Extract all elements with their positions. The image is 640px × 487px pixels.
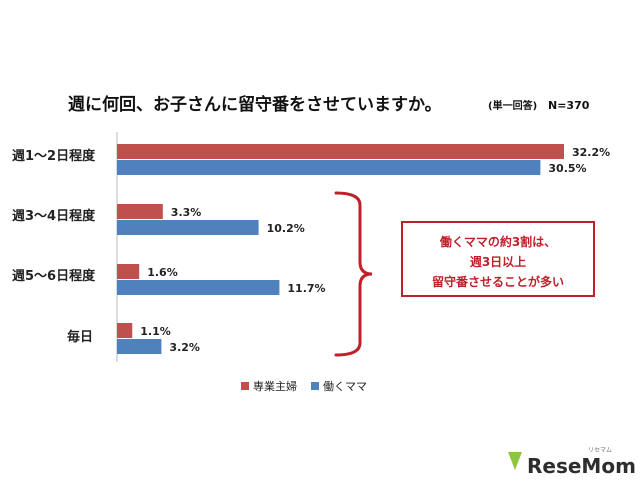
resemom-logo: ReseMom リセマム xyxy=(508,447,636,478)
bar-homemaker-weekly-5-6 xyxy=(117,264,140,279)
legend-label-working: 働くママ xyxy=(323,380,367,393)
legend-label-homemaker: 専業主婦 xyxy=(253,379,297,393)
annotation-box xyxy=(401,221,595,297)
bar-working-weekly-1-2 xyxy=(117,160,541,175)
chart-title-note: (単一回答) xyxy=(488,99,537,112)
chart-title: 週に何回、お子さんに留守番をさせていますか。 xyxy=(68,94,442,115)
legend-swatch-homemaker xyxy=(241,382,249,390)
data-label-working-weekly-5-6: 11.7% xyxy=(287,282,325,295)
data-label-homemaker-weekly-3-4: 3.3% xyxy=(171,206,202,219)
bar-working-weekly-5-6 xyxy=(117,280,280,295)
data-label-working-weekly-3-4: 10.2% xyxy=(267,222,305,235)
bar-homemaker-weekly-3-4 xyxy=(117,204,163,219)
data-label-working-weekly-1-2: 30.5% xyxy=(548,162,586,175)
annotation-line-1: 働くママの約3割は、 xyxy=(439,234,556,249)
bar-homemaker-weekly-1-2 xyxy=(117,144,564,159)
logo-small-text: リセマム xyxy=(588,447,612,454)
bar-homemaker-daily xyxy=(117,323,133,338)
category-label-3: 週5～6日程度 xyxy=(12,268,96,284)
sample-size: N=370 xyxy=(548,99,590,112)
category-label-1: 週1～2日程度 xyxy=(12,148,96,164)
data-label-homemaker-daily: 1.1% xyxy=(140,325,171,338)
category-label-4: 毎日 xyxy=(67,329,93,345)
logo-text: ReseMom xyxy=(527,454,636,478)
data-label-homemaker-weekly-5-6: 1.6% xyxy=(147,266,178,279)
bar-working-daily xyxy=(117,339,162,354)
data-label-working-daily: 3.2% xyxy=(169,341,200,354)
annotation-line-2: 週3日以上 xyxy=(470,254,526,269)
data-label-homemaker-weekly-1-2: 32.2% xyxy=(572,146,610,159)
legend-swatch-working xyxy=(311,382,319,390)
bar-working-weekly-3-4 xyxy=(117,220,259,235)
annotation-brace xyxy=(334,191,373,357)
annotation-line-3: 留守番させることが多い xyxy=(432,274,564,289)
logo-leaf-icon xyxy=(508,452,522,470)
category-label-2: 週3～4日程度 xyxy=(12,208,96,224)
